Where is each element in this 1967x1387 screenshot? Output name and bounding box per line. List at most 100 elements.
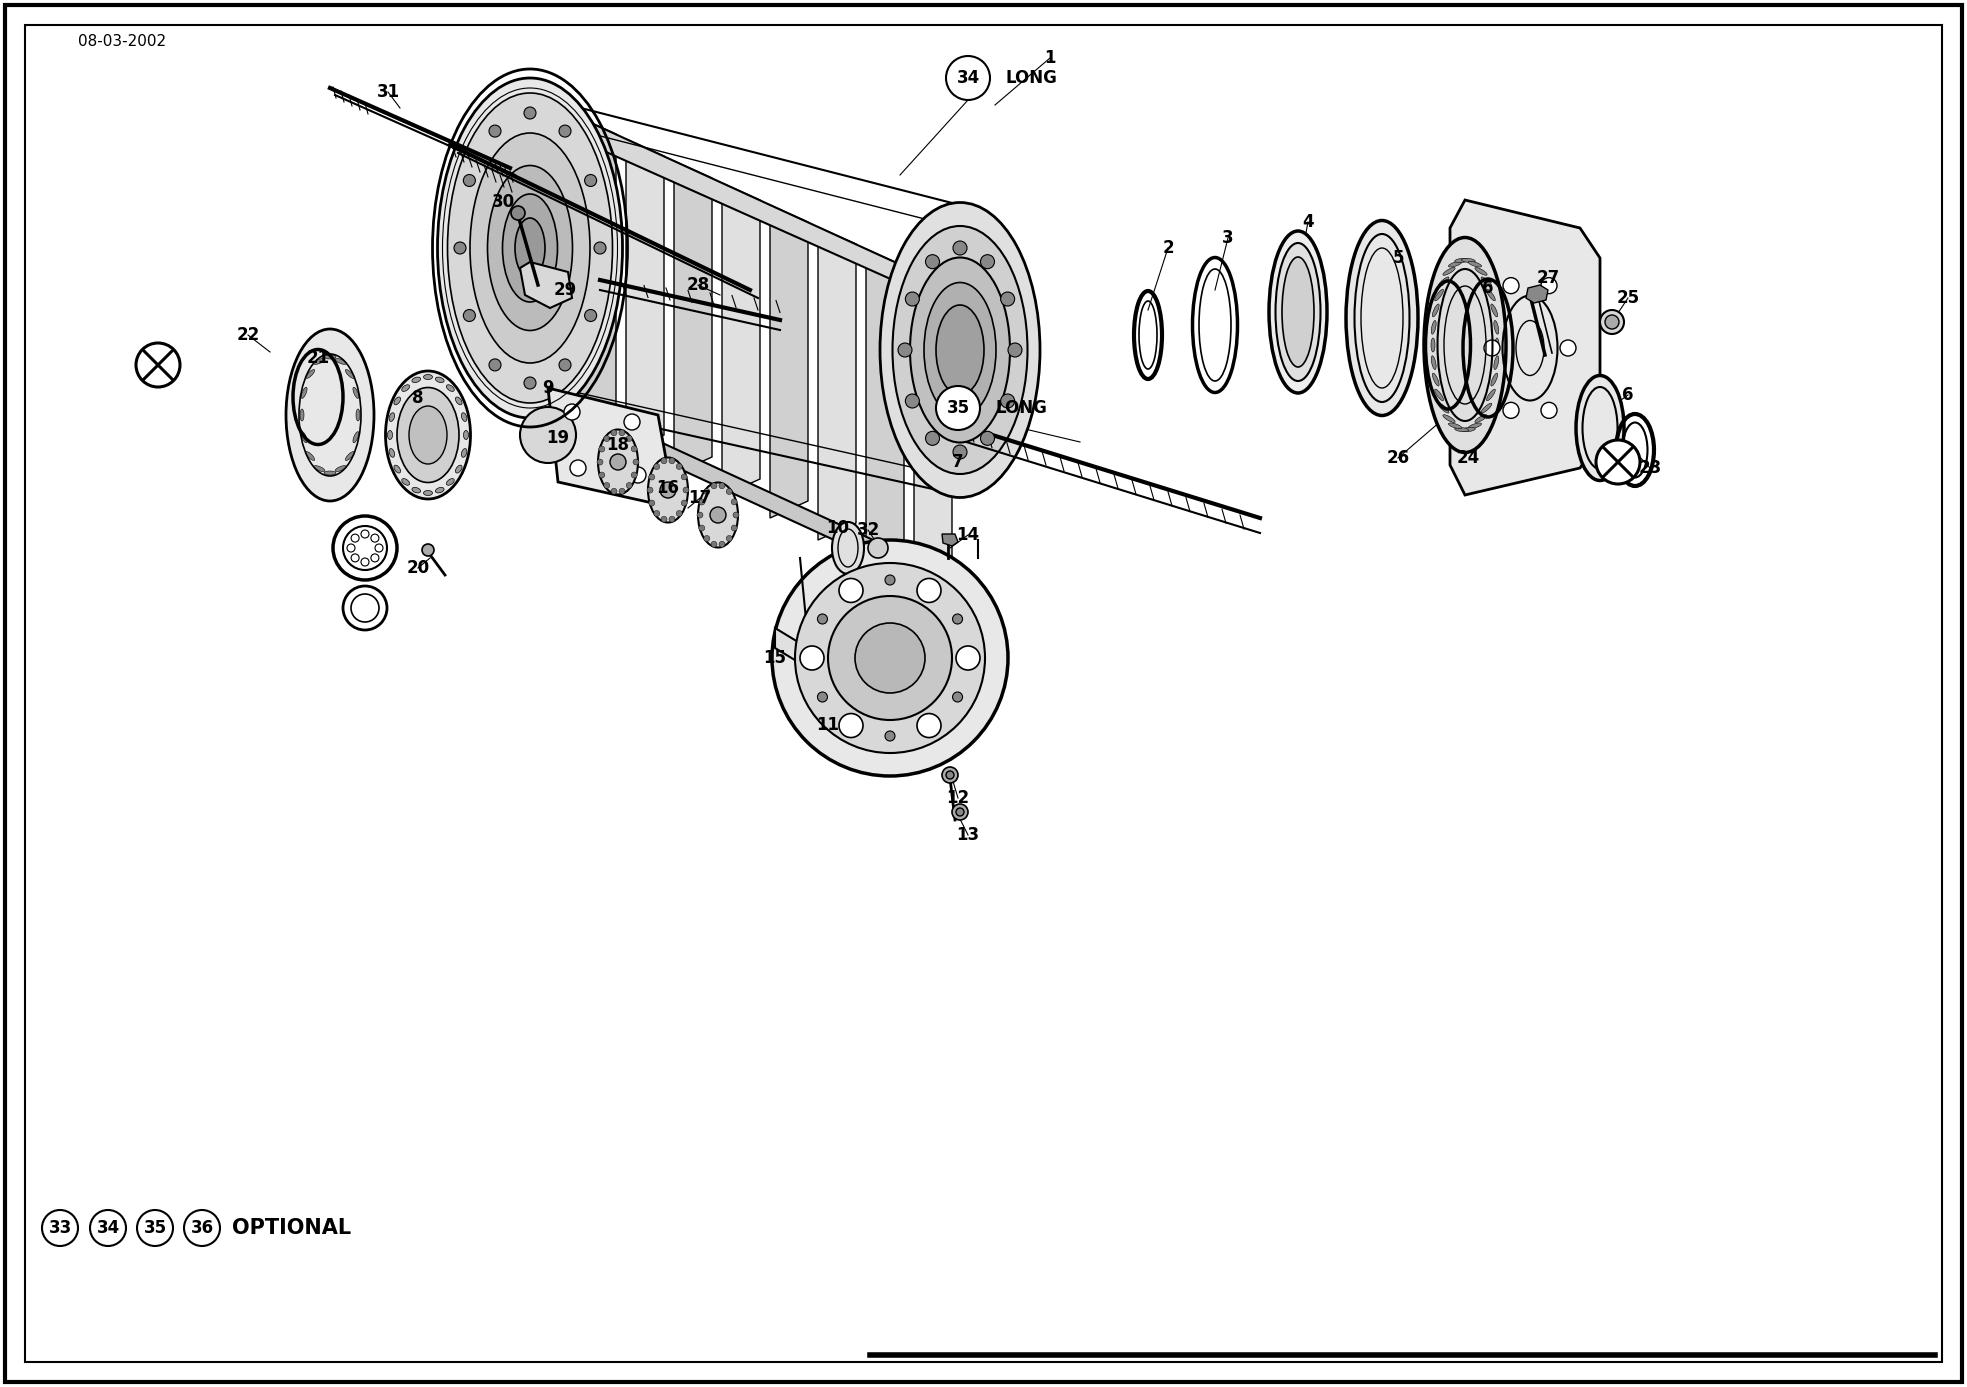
Circle shape bbox=[519, 406, 576, 463]
Ellipse shape bbox=[515, 218, 545, 277]
Polygon shape bbox=[942, 534, 958, 546]
Circle shape bbox=[490, 125, 502, 137]
Circle shape bbox=[604, 483, 610, 488]
Ellipse shape bbox=[879, 203, 1041, 498]
Ellipse shape bbox=[470, 133, 590, 363]
Circle shape bbox=[1001, 394, 1015, 408]
Ellipse shape bbox=[1432, 338, 1436, 352]
Circle shape bbox=[942, 767, 958, 784]
Text: 26: 26 bbox=[1387, 449, 1410, 467]
Ellipse shape bbox=[1275, 243, 1320, 381]
Circle shape bbox=[372, 534, 380, 542]
Circle shape bbox=[734, 512, 740, 517]
Ellipse shape bbox=[401, 384, 409, 391]
Ellipse shape bbox=[464, 430, 468, 440]
Circle shape bbox=[710, 541, 718, 548]
Text: 31: 31 bbox=[376, 83, 399, 101]
Ellipse shape bbox=[502, 194, 557, 302]
Circle shape bbox=[523, 377, 535, 388]
Circle shape bbox=[726, 535, 732, 541]
Ellipse shape bbox=[1576, 376, 1625, 480]
Circle shape bbox=[90, 1209, 126, 1246]
Circle shape bbox=[952, 241, 968, 255]
Circle shape bbox=[362, 530, 370, 538]
Circle shape bbox=[952, 692, 962, 702]
Text: 21: 21 bbox=[307, 350, 330, 368]
Ellipse shape bbox=[411, 487, 421, 492]
Ellipse shape bbox=[387, 430, 393, 440]
Circle shape bbox=[818, 614, 828, 624]
Ellipse shape bbox=[1493, 356, 1499, 369]
Circle shape bbox=[840, 578, 864, 602]
Ellipse shape bbox=[401, 479, 409, 485]
Circle shape bbox=[1540, 277, 1558, 294]
Ellipse shape bbox=[1495, 338, 1499, 352]
Circle shape bbox=[1483, 340, 1501, 356]
Ellipse shape bbox=[488, 165, 572, 330]
Ellipse shape bbox=[1456, 258, 1469, 262]
Text: 23: 23 bbox=[1639, 459, 1662, 477]
Circle shape bbox=[917, 713, 940, 738]
Circle shape bbox=[952, 614, 962, 624]
Circle shape bbox=[885, 576, 895, 585]
Ellipse shape bbox=[325, 355, 336, 359]
Polygon shape bbox=[519, 262, 572, 308]
Circle shape bbox=[661, 483, 677, 498]
Ellipse shape bbox=[462, 448, 466, 458]
Circle shape bbox=[710, 483, 716, 488]
Circle shape bbox=[631, 472, 637, 479]
Ellipse shape bbox=[1467, 261, 1481, 268]
Circle shape bbox=[523, 107, 535, 119]
Circle shape bbox=[1007, 343, 1023, 356]
Circle shape bbox=[899, 343, 913, 356]
Text: 7: 7 bbox=[952, 454, 964, 472]
Circle shape bbox=[620, 430, 626, 436]
Circle shape bbox=[612, 488, 618, 494]
Circle shape bbox=[1595, 440, 1640, 484]
Polygon shape bbox=[1450, 200, 1599, 495]
Ellipse shape bbox=[1432, 320, 1436, 334]
Circle shape bbox=[626, 436, 631, 441]
Text: 6: 6 bbox=[1483, 279, 1493, 297]
Circle shape bbox=[726, 488, 732, 495]
Text: 35: 35 bbox=[144, 1219, 167, 1237]
Text: 24: 24 bbox=[1456, 449, 1479, 467]
Ellipse shape bbox=[313, 358, 325, 365]
Circle shape bbox=[946, 55, 989, 100]
Polygon shape bbox=[722, 183, 759, 497]
Circle shape bbox=[570, 460, 586, 476]
Circle shape bbox=[362, 558, 370, 566]
Polygon shape bbox=[626, 139, 665, 452]
Circle shape bbox=[647, 487, 653, 492]
Ellipse shape bbox=[356, 409, 360, 422]
Circle shape bbox=[653, 510, 659, 516]
Ellipse shape bbox=[832, 522, 864, 574]
Ellipse shape bbox=[1493, 320, 1499, 334]
Ellipse shape bbox=[1444, 268, 1456, 275]
Circle shape bbox=[698, 499, 704, 505]
Polygon shape bbox=[578, 117, 616, 430]
Ellipse shape bbox=[352, 387, 358, 398]
Circle shape bbox=[633, 459, 639, 465]
Circle shape bbox=[795, 563, 985, 753]
Ellipse shape bbox=[1487, 290, 1495, 301]
Circle shape bbox=[629, 467, 645, 483]
Ellipse shape bbox=[389, 448, 395, 458]
Text: 20: 20 bbox=[407, 559, 429, 577]
Circle shape bbox=[649, 501, 655, 506]
Ellipse shape bbox=[1434, 390, 1444, 401]
Ellipse shape bbox=[1444, 415, 1456, 423]
Text: 22: 22 bbox=[236, 326, 260, 344]
Circle shape bbox=[626, 483, 631, 488]
Circle shape bbox=[771, 540, 1007, 775]
Text: 6: 6 bbox=[1623, 386, 1635, 404]
Ellipse shape bbox=[1475, 268, 1487, 275]
Text: 25: 25 bbox=[1617, 288, 1640, 307]
Ellipse shape bbox=[305, 369, 315, 379]
Circle shape bbox=[346, 544, 354, 552]
Ellipse shape bbox=[1481, 277, 1491, 287]
Circle shape bbox=[704, 488, 710, 495]
Circle shape bbox=[624, 413, 639, 430]
Circle shape bbox=[956, 809, 964, 816]
Ellipse shape bbox=[1424, 237, 1507, 452]
